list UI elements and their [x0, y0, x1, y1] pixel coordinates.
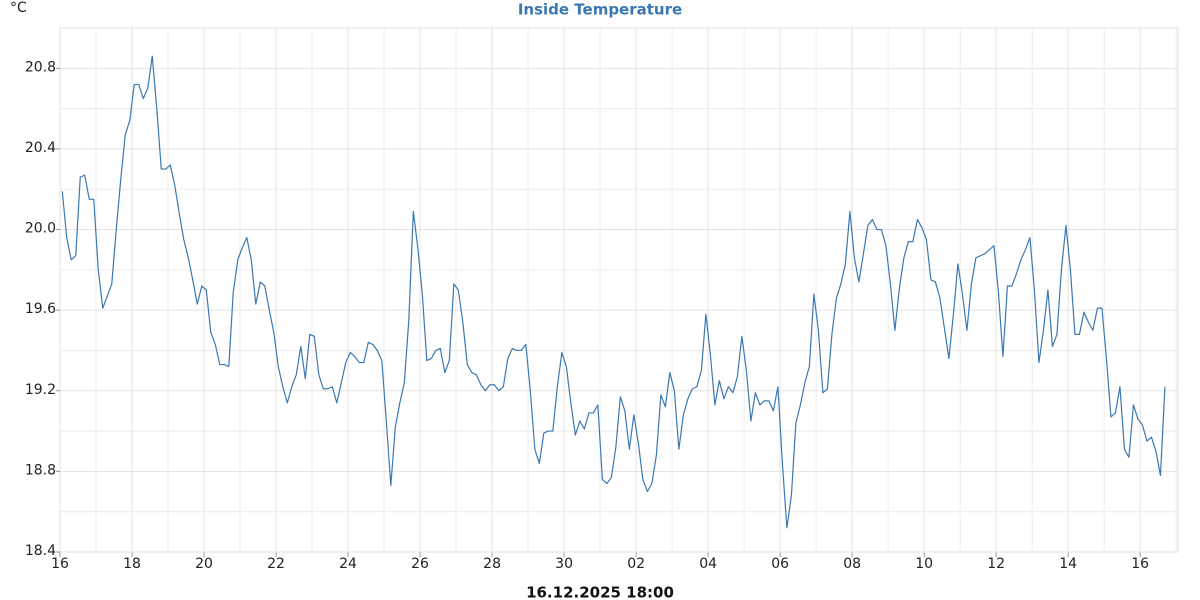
- temperature-line: [61, 55, 1166, 529]
- x-tick-label: 16: [51, 556, 69, 572]
- y-tick-label: 20.4: [25, 140, 56, 156]
- x-tick-label: 02: [627, 556, 645, 572]
- x-tick-label: 16: [1131, 556, 1149, 572]
- y-tick-label: 19.6: [25, 301, 56, 317]
- x-tick-label: 18: [123, 556, 141, 572]
- x-axis-label: 16.12.2025 18:00: [526, 584, 674, 600]
- x-tick-label: 30: [555, 556, 573, 572]
- x-tick-label: 04: [699, 556, 717, 572]
- x-tick-label: 12: [987, 556, 1005, 572]
- x-tick-label: 24: [339, 556, 357, 572]
- y-tick-label: 18.4: [25, 543, 56, 559]
- x-tick-label: 26: [411, 556, 429, 572]
- y-tick-label: 19.2: [25, 382, 56, 398]
- x-tick-label: 08: [843, 556, 861, 572]
- x-tick-label: 20: [195, 556, 213, 572]
- x-tick-label: 14: [1059, 556, 1077, 572]
- y-tick-label: 20.0: [25, 221, 56, 237]
- chart-title: Inside Temperature: [518, 1, 682, 19]
- x-tick-label: 22: [267, 556, 285, 572]
- y-tick-label: 20.8: [25, 59, 56, 75]
- x-tick-label: 10: [915, 556, 933, 572]
- x-tick-label: 28: [483, 556, 501, 572]
- y-tick-label: 18.8: [25, 462, 56, 478]
- y-axis-unit: °C: [10, 0, 27, 16]
- plot-area: [59, 27, 1179, 553]
- x-tick-label: 06: [771, 556, 789, 572]
